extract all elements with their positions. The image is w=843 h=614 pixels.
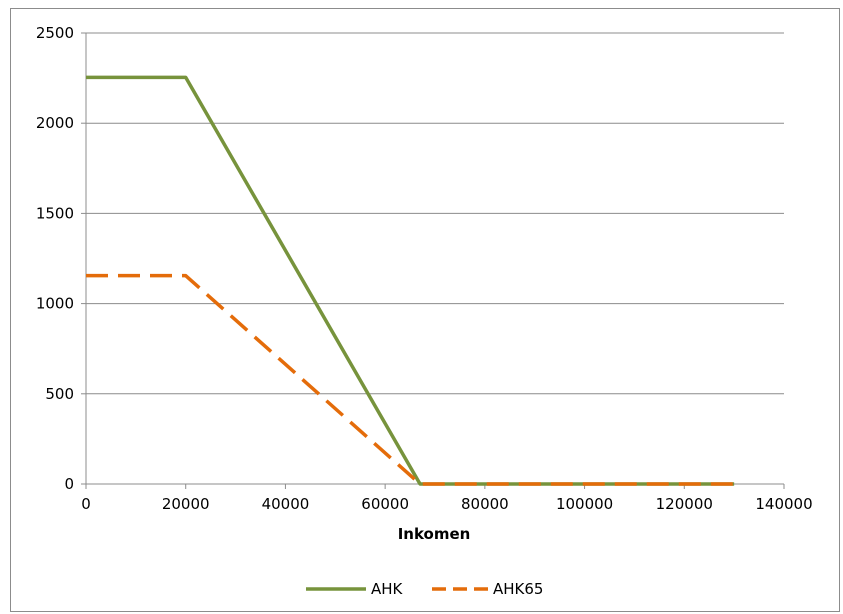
x-axis-title: Inkomen [398,525,471,543]
x-tick-label: 120000 [656,495,713,513]
x-tick-label: 20000 [162,495,210,513]
x-tick-label: 100000 [556,495,613,513]
x-tick-label: 0 [81,495,91,513]
y-tick-label: 1000 [36,295,74,313]
y-tick-label: 1500 [36,204,74,222]
axes [81,32,785,489]
y-tick-label: 2500 [36,24,74,42]
legend-label-ahk65: AHK65 [493,580,543,598]
y-tick-label: 2000 [36,114,74,132]
x-tick-label: 140000 [755,495,812,513]
series-line-ahk [86,75,735,486]
chart-frame [10,8,840,612]
y-tick-label: 0 [64,475,74,493]
y-tick-label: 500 [45,385,74,403]
legend-label-ahk: AHK [371,580,404,598]
x-tick-label: 80000 [461,495,509,513]
series-line-ahk65 [86,273,735,486]
x-tick-label: 40000 [262,495,310,513]
tick-labels: 0 500 1000 1500 2000 2500 0 20000 40000 60000 8000… [36,24,813,513]
x-tick-label: 60000 [361,495,409,513]
gridlines [86,32,784,395]
legend: AHK AHK65 [306,580,543,598]
series-lines [86,75,735,486]
